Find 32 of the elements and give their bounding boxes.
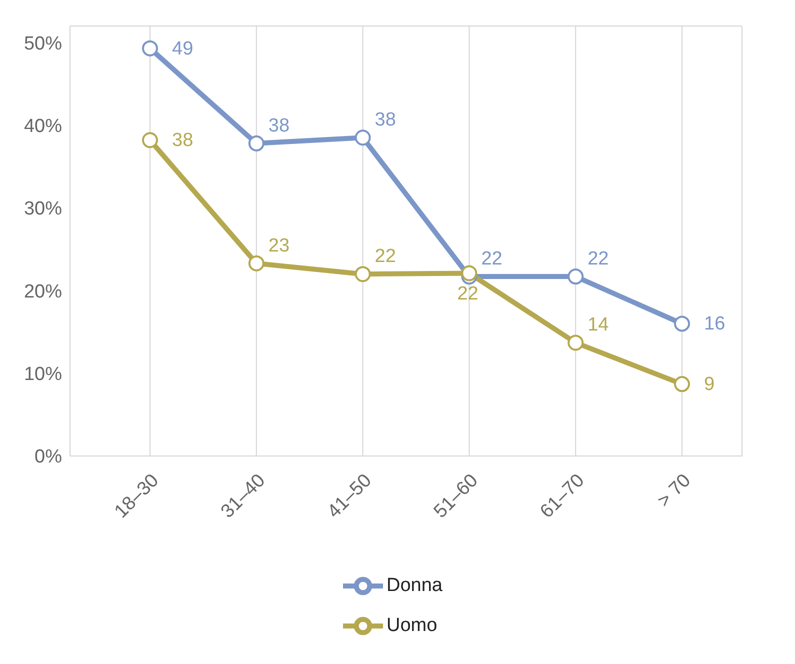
y-tick-label: 0% <box>34 446 62 468</box>
y-tick-label: 10% <box>24 364 62 386</box>
point <box>674 376 690 392</box>
data-label: 22 <box>374 246 396 268</box>
legend-label: Donna <box>386 575 442 596</box>
data-label: 38 <box>172 130 194 152</box>
point <box>568 334 584 351</box>
y-tick-label: 40% <box>24 116 62 137</box>
data-label: 22 <box>588 248 609 270</box>
legend-label: Uomo <box>386 615 438 636</box>
point <box>354 130 371 146</box>
point <box>142 40 158 56</box>
point <box>674 316 690 332</box>
point <box>461 265 478 282</box>
point <box>248 135 264 152</box>
point <box>248 255 264 272</box>
data-label: 14 <box>588 314 610 336</box>
data-label: 49 <box>172 38 194 60</box>
point <box>354 266 371 282</box>
y-tick-label: 50% <box>24 33 62 54</box>
data-label: 22 <box>481 248 502 270</box>
data-label: 23 <box>268 235 290 256</box>
y-tick-label: 20% <box>24 281 62 302</box>
point <box>568 268 584 285</box>
data-label: 38 <box>268 115 290 136</box>
data-label: 16 <box>704 314 726 335</box>
x-tick-label: > 70 <box>654 470 696 512</box>
data-label: 22 <box>457 283 478 304</box>
data-label: 38 <box>374 110 396 131</box>
point <box>142 132 158 148</box>
y-tick-label: 30% <box>24 198 62 220</box>
data-label: 9 <box>704 374 715 396</box>
